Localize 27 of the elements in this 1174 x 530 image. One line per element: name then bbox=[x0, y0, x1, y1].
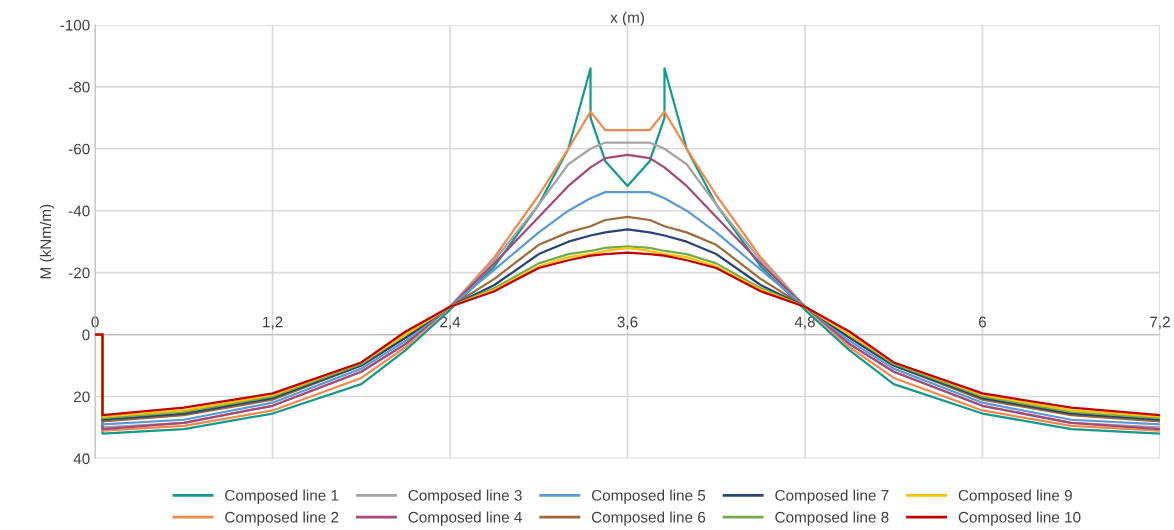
x-tick-label: 2,4 bbox=[440, 316, 461, 330]
legend-label: Composed line 9 bbox=[958, 489, 1072, 504]
y-tick-label: -40 bbox=[68, 205, 90, 217]
legend-label: Composed line 6 bbox=[591, 511, 706, 526]
x-tick-label: 1,2 bbox=[263, 316, 283, 330]
y-tick-label: -100 bbox=[60, 19, 90, 31]
legend-label: Composed line 4 bbox=[408, 511, 522, 526]
legend-label: Composed line 7 bbox=[775, 489, 889, 504]
x-tick-label: 7,2 bbox=[1150, 316, 1170, 330]
y-axis-title: M (kNm/m) bbox=[39, 204, 55, 279]
x-tick-label: 4,8 bbox=[794, 316, 815, 330]
y-tick-label: 20 bbox=[74, 391, 90, 403]
x-axis-title: x (m) bbox=[610, 11, 644, 26]
legend-label: Composed line 5 bbox=[591, 489, 706, 504]
legend-label: Composed line 3 bbox=[408, 489, 522, 504]
y-tick-label: -80 bbox=[68, 81, 90, 93]
y-tick-label: 0 bbox=[82, 329, 90, 341]
legend-label: Composed line 8 bbox=[775, 511, 889, 526]
y-tick-label: -60 bbox=[68, 143, 90, 155]
y-tick-label: -20 bbox=[68, 267, 90, 279]
legend-label: Composed line 10 bbox=[958, 511, 1081, 526]
legend-label: Composed line 2 bbox=[225, 511, 339, 526]
x-tick-label: 3,6 bbox=[617, 316, 638, 330]
y-tick-label: 40 bbox=[73, 453, 90, 465]
x-tick-label: 0 bbox=[91, 316, 99, 328]
legend-label: Composed line 1 bbox=[225, 489, 339, 504]
x-tick-label: 6 bbox=[978, 316, 987, 328]
